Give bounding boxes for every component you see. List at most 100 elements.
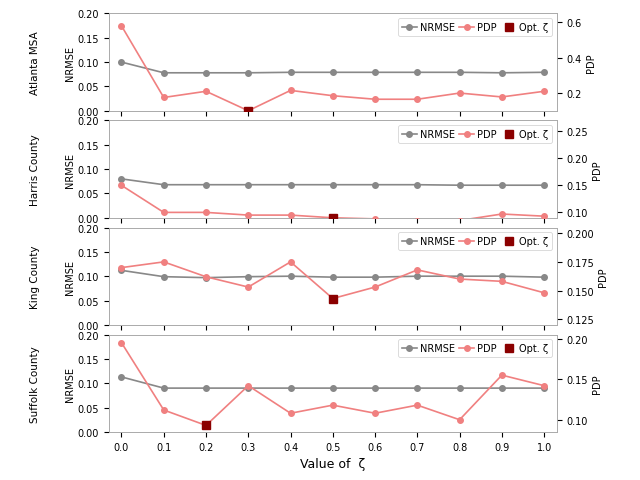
NRMSE	[202, 182, 210, 188]
NRMSE	[244, 385, 252, 391]
Y-axis label: PDP: PDP	[592, 160, 602, 180]
NRMSE	[371, 385, 379, 391]
NRMSE	[329, 385, 337, 391]
Text: Suffolk County: Suffolk County	[30, 345, 40, 422]
NRMSE	[160, 71, 168, 76]
NRMSE	[160, 274, 168, 280]
PDP	[540, 214, 548, 220]
PDP	[160, 96, 168, 101]
PDP	[456, 417, 463, 423]
Line: NRMSE: NRMSE	[118, 177, 547, 189]
PDP	[371, 216, 379, 222]
NRMSE	[244, 182, 252, 188]
Line: PDP: PDP	[118, 24, 547, 114]
NRMSE	[413, 274, 421, 279]
PDP	[413, 402, 421, 408]
PDP	[456, 276, 463, 282]
NRMSE	[498, 183, 506, 189]
Legend: NRMSE, PDP, Opt. ζ: NRMSE, PDP, Opt. ζ	[398, 126, 552, 144]
Text: Atlanta MSA: Atlanta MSA	[30, 31, 40, 95]
PDP	[287, 213, 294, 218]
NRMSE	[118, 374, 125, 380]
PDP	[540, 89, 548, 95]
Text: King County: King County	[30, 245, 40, 308]
Legend: NRMSE, PDP, Opt. ζ: NRMSE, PDP, Opt. ζ	[398, 340, 552, 358]
PDP	[456, 218, 463, 224]
NRMSE	[329, 275, 337, 280]
Line: PDP: PDP	[118, 260, 547, 301]
PDP	[287, 88, 294, 94]
PDP	[329, 402, 337, 408]
PDP	[202, 274, 210, 280]
NRMSE	[244, 71, 252, 76]
Y-axis label: PDP: PDP	[586, 53, 596, 73]
PDP	[118, 24, 125, 30]
PDP	[371, 97, 379, 103]
PDP	[329, 94, 337, 99]
NRMSE	[160, 385, 168, 391]
NRMSE	[498, 274, 506, 279]
PDP	[329, 296, 337, 302]
PDP	[413, 267, 421, 273]
NRMSE	[498, 71, 506, 76]
PDP	[371, 285, 379, 290]
NRMSE	[202, 385, 210, 391]
NRMSE	[540, 183, 548, 189]
NRMSE	[287, 70, 294, 76]
Y-axis label: NRMSE: NRMSE	[65, 46, 75, 81]
PDP	[456, 91, 463, 97]
NRMSE	[287, 385, 294, 391]
NRMSE	[118, 177, 125, 182]
Legend: NRMSE, PDP, Opt. ζ: NRMSE, PDP, Opt. ζ	[398, 233, 552, 251]
PDP	[287, 260, 294, 265]
NRMSE	[202, 275, 210, 281]
NRMSE	[118, 60, 125, 66]
NRMSE	[287, 182, 294, 188]
NRMSE	[371, 70, 379, 76]
NRMSE	[540, 70, 548, 76]
NRMSE	[118, 268, 125, 274]
Line: NRMSE: NRMSE	[118, 374, 547, 391]
PDP	[160, 260, 168, 265]
PDP	[244, 213, 252, 218]
PDP	[540, 383, 548, 389]
PDP	[160, 407, 168, 413]
PDP	[244, 285, 252, 290]
NRMSE	[540, 385, 548, 391]
Text: Harris County: Harris County	[30, 134, 40, 205]
NRMSE	[202, 71, 210, 76]
PDP	[118, 265, 125, 271]
NRMSE	[456, 274, 463, 279]
PDP	[371, 410, 379, 416]
NRMSE	[371, 182, 379, 188]
NRMSE	[456, 70, 463, 76]
Y-axis label: NRMSE: NRMSE	[65, 152, 75, 187]
Line: PDP: PDP	[118, 340, 547, 428]
PDP	[202, 89, 210, 95]
PDP	[329, 216, 337, 221]
NRMSE	[371, 275, 379, 280]
Line: PDP: PDP	[118, 183, 547, 224]
NRMSE	[456, 385, 463, 391]
Y-axis label: PDP: PDP	[592, 373, 602, 393]
X-axis label: Value of  ζ: Value of ζ	[300, 457, 365, 470]
PDP	[287, 410, 294, 416]
PDP	[202, 210, 210, 216]
NRMSE	[498, 385, 506, 391]
NRMSE	[540, 275, 548, 280]
Line: NRMSE: NRMSE	[118, 268, 547, 281]
NRMSE	[287, 274, 294, 279]
PDP	[498, 95, 506, 101]
NRMSE	[329, 70, 337, 76]
Line: NRMSE: NRMSE	[118, 60, 547, 76]
PDP	[118, 183, 125, 189]
PDP	[498, 212, 506, 217]
PDP	[498, 372, 506, 378]
Y-axis label: NRMSE: NRMSE	[65, 366, 75, 401]
PDP	[244, 108, 252, 114]
PDP	[118, 340, 125, 346]
PDP	[160, 210, 168, 216]
PDP	[413, 218, 421, 224]
PDP	[540, 290, 548, 296]
Y-axis label: PDP: PDP	[598, 267, 609, 287]
